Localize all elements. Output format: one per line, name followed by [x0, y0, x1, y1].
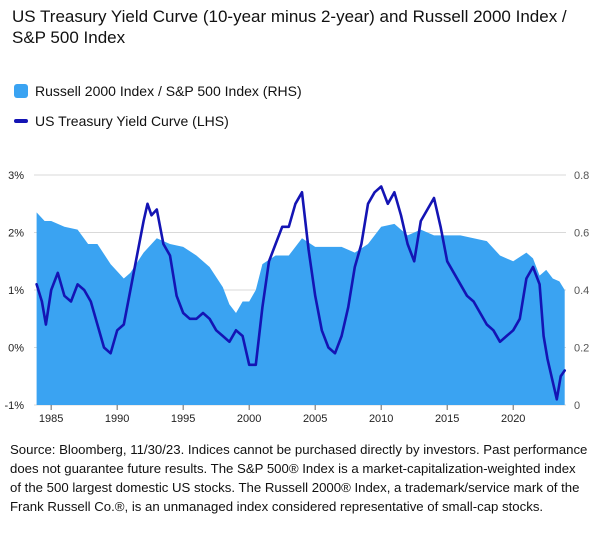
russell-sp500-area — [36, 212, 565, 405]
yield-curve-line — [35, 185, 566, 401]
left-tick-label: -1% — [4, 400, 24, 412]
x-tick-label: 2020 — [501, 413, 525, 425]
x-tick-label: 2010 — [369, 413, 393, 425]
right-tick-label: 0.4 — [574, 285, 589, 297]
legend-item-line: US Treasury Yield Curve (LHS) — [14, 113, 229, 129]
left-tick-label: 3% — [8, 170, 24, 182]
chart-title: US Treasury Yield Curve (10-year minus 2… — [12, 7, 567, 47]
source-note: Source: Bloomberg, 11/30/23. Indices can… — [10, 442, 588, 514]
x-tick-label: 1985 — [39, 413, 63, 425]
right-tick-label: 0.8 — [574, 170, 589, 182]
yield-curve-chart: 3% 2% 1% 0% -1% 0.8 0.6 0.4 0.2 0 1985 1990 1995 2000… — [4, 170, 589, 425]
right-tick-label: 0.2 — [574, 343, 589, 355]
x-tick-label: 2000 — [237, 413, 261, 425]
left-tick-label: 0% — [8, 343, 24, 355]
x-tick-label: 1995 — [171, 413, 195, 425]
x-tick-label: 2015 — [435, 413, 459, 425]
right-tick-label: 0.6 — [574, 228, 589, 240]
x-tick-label: 1990 — [105, 413, 129, 425]
legend-area-swatch — [14, 84, 28, 98]
left-tick-label: 1% — [8, 285, 24, 297]
legend-line-swatch — [14, 119, 28, 123]
line-series — [35, 185, 566, 401]
legend-item-area: Russell 2000 Index / S&P 500 Index (RHS) — [14, 83, 302, 99]
x-tick-label: 2005 — [303, 413, 327, 425]
axis-labels: 3% 2% 1% 0% -1% 0.8 0.6 0.4 0.2 0 1985 1990 1995 2000… — [4, 170, 589, 425]
legend-area-label: Russell 2000 Index / S&P 500 Index (RHS) — [35, 83, 302, 99]
legend-line-label: US Treasury Yield Curve (LHS) — [35, 113, 229, 129]
left-tick-label: 2% — [8, 228, 24, 240]
right-tick-label: 0 — [574, 400, 580, 412]
area-series — [36, 212, 565, 405]
